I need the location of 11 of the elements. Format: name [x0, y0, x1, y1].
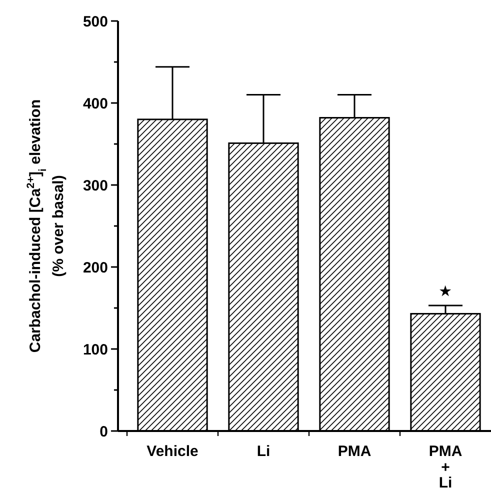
x-tick-label: Vehicle [146, 443, 198, 460]
y-tick-label: 200 [82, 259, 108, 276]
y-tick-label: 500 [82, 13, 108, 30]
y-tick-label: 100 [82, 341, 108, 358]
x-tick-label: Li [256, 443, 270, 460]
annotation: ★ [440, 284, 452, 299]
y-tick-label: 300 [82, 177, 108, 194]
x-tick-label: PMA + Li [428, 443, 462, 492]
y-tick-label: 0 [100, 423, 108, 440]
y-tick-label: 400 [82, 95, 108, 112]
x-tick-label: PMA [338, 443, 372, 460]
